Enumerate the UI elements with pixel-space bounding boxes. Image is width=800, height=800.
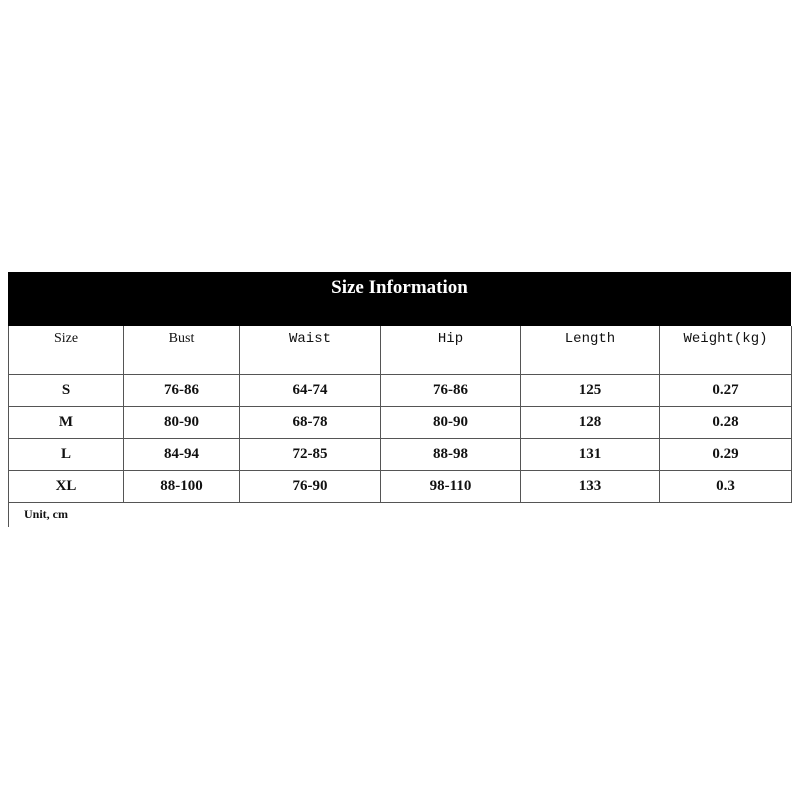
cell: 80-90 bbox=[380, 406, 521, 439]
size-table: Size Bust Waist Hip Length Weight(kg) S … bbox=[8, 326, 792, 503]
column-header: Weight(kg) bbox=[659, 326, 792, 375]
cell: S bbox=[8, 374, 124, 407]
cell: 76-86 bbox=[380, 374, 521, 407]
cell: L bbox=[8, 438, 124, 471]
cell: 88-100 bbox=[123, 470, 240, 503]
cell: 133 bbox=[520, 470, 660, 503]
column-header: Length bbox=[520, 326, 660, 375]
table-row: S 76-86 64-74 76-86 125 0.27 bbox=[8, 374, 792, 407]
cell: 72-85 bbox=[239, 438, 381, 471]
cell: 0.29 bbox=[659, 438, 792, 471]
header-row: Size Bust Waist Hip Length Weight(kg) bbox=[8, 326, 792, 375]
cell: 0.3 bbox=[659, 470, 792, 503]
cell: 68-78 bbox=[239, 406, 381, 439]
cell: 128 bbox=[520, 406, 660, 439]
cell: 88-98 bbox=[380, 438, 521, 471]
cell: 80-90 bbox=[123, 406, 240, 439]
table-row: M 80-90 68-78 80-90 128 0.28 bbox=[8, 406, 792, 439]
cell: 0.28 bbox=[659, 406, 792, 439]
column-header: Size bbox=[8, 326, 124, 375]
cell: 98-110 bbox=[380, 470, 521, 503]
title-banner: Size Information bbox=[8, 272, 791, 326]
cell: 131 bbox=[520, 438, 660, 471]
cell: 125 bbox=[520, 374, 660, 407]
cell: 0.27 bbox=[659, 374, 792, 407]
column-header: Hip bbox=[380, 326, 521, 375]
cell: 76-86 bbox=[123, 374, 240, 407]
cell: 76-90 bbox=[239, 470, 381, 503]
cell: XL bbox=[8, 470, 124, 503]
cell: M bbox=[8, 406, 124, 439]
cell: 64-74 bbox=[239, 374, 381, 407]
unit-note-row: Unit, cm bbox=[8, 498, 209, 527]
table-row: L 84-94 72-85 88-98 131 0.29 bbox=[8, 438, 792, 471]
unit-note: Unit, cm bbox=[24, 507, 68, 521]
cell: 84-94 bbox=[123, 438, 240, 471]
column-header: Bust bbox=[123, 326, 240, 375]
table-row: XL 88-100 76-90 98-110 133 0.3 bbox=[8, 470, 792, 503]
column-header: Waist bbox=[239, 326, 381, 375]
table-title: Size Information bbox=[331, 277, 468, 298]
